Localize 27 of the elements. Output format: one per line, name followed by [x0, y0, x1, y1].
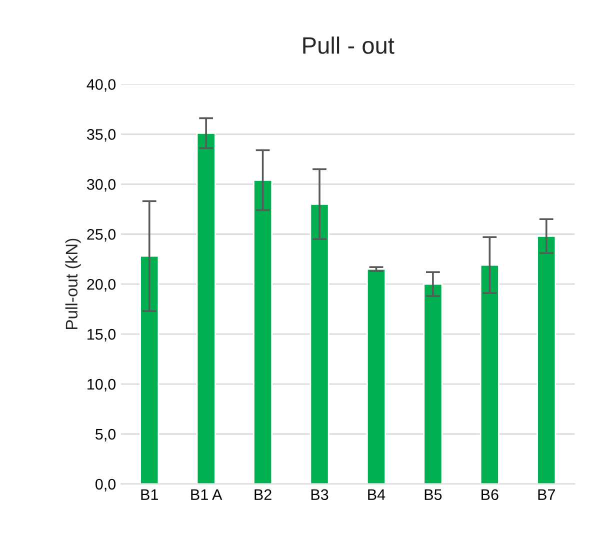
bar: [253, 179, 273, 484]
bar: [480, 264, 500, 484]
y-tick-label: 10,0: [88, 378, 116, 392]
bar: [536, 235, 556, 484]
x-tick-label: B1: [141, 489, 158, 500]
bar: [366, 268, 386, 484]
y-tick-label: 5,0: [96, 428, 116, 442]
y-tick-label: 0,0: [96, 478, 116, 492]
y-tick-label: 40,0: [86, 79, 116, 92]
y-tick-label: 20,0: [87, 278, 116, 292]
chart-title: Pull - out: [303, 36, 394, 54]
bar: [423, 283, 443, 484]
bar: [140, 255, 160, 484]
x-tick-label: B7: [538, 489, 555, 500]
y-tick-label: 35,0: [86, 129, 116, 142]
bar: [196, 132, 216, 484]
x-tick-label: B3: [311, 489, 328, 500]
y-tick-label: 15,0: [88, 328, 116, 342]
x-tick-label: B5: [424, 489, 442, 500]
y-tick-label: 25,0: [87, 228, 116, 242]
y-tick-label: 30,0: [86, 179, 116, 192]
x-tick-label: B1 A: [191, 489, 222, 500]
x-tick-label: B2: [254, 489, 272, 500]
bar: [310, 203, 330, 484]
x-tick-label: B6: [482, 489, 498, 500]
x-tick-label: B4: [368, 489, 386, 500]
y-axis-title: Pull-out (kN): [65, 238, 81, 330]
